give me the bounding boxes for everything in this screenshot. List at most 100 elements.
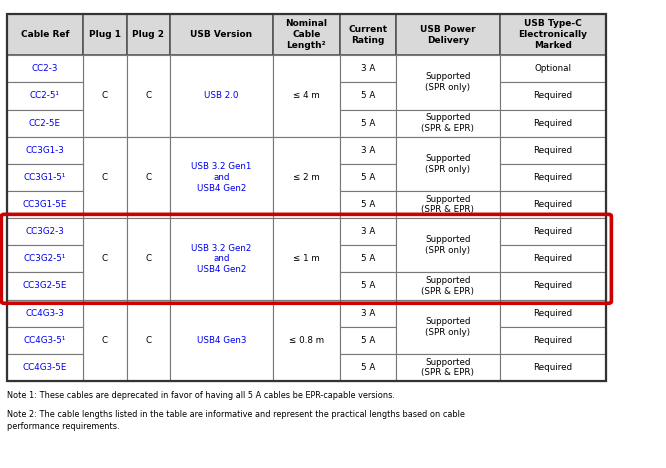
Text: USB Version: USB Version [190,30,252,39]
Bar [340,55,396,82]
Bar [7,245,83,272]
Bar [500,327,606,354]
Text: CC4G3-5E: CC4G3-5E [23,363,67,372]
Bar [170,218,273,300]
Bar [7,191,83,218]
Text: USB 2.0: USB 2.0 [204,91,238,101]
Text: Cable Ref: Cable Ref [21,30,69,39]
Bar [500,137,606,164]
Text: C: C [145,336,151,345]
Bar [340,191,396,218]
Text: 5 A: 5 A [361,200,375,209]
Bar [170,55,273,137]
Bar [396,191,500,218]
Text: CC2-5E: CC2-5E [29,118,61,128]
Text: Supported
(SPR only): Supported (SPR only) [425,73,471,92]
Bar [127,55,170,137]
Bar [83,137,127,218]
Bar [127,137,170,218]
Text: Optional: Optional [534,64,571,73]
Bar [7,14,83,55]
Bar [127,300,170,381]
Bar [500,82,606,110]
Bar [7,218,83,245]
Bar [396,55,500,110]
Bar [340,327,396,354]
Text: Required: Required [533,146,572,155]
Bar [396,300,500,354]
Text: Supported
(SPR only): Supported (SPR only) [425,154,471,174]
Text: CC3G2-5¹: CC3G2-5¹ [24,254,66,263]
Bar [340,272,396,300]
Bar [500,191,606,218]
Bar [396,14,500,55]
Text: C: C [102,173,108,182]
Bar [7,300,83,327]
Text: Supported
(SPR & EPR): Supported (SPR & EPR) [422,276,474,296]
Text: Required: Required [533,173,572,182]
Text: 5 A: 5 A [361,254,375,263]
Bar [83,218,127,300]
Text: C: C [102,336,108,345]
Bar [83,300,127,381]
Bar [500,272,606,300]
Bar [340,300,396,327]
Text: 3 A: 3 A [361,308,375,318]
Text: 3 A: 3 A [361,227,375,236]
Text: CC3G1-5¹: CC3G1-5¹ [24,173,66,182]
Bar [340,245,396,272]
Text: 3 A: 3 A [361,146,375,155]
Text: Required: Required [533,118,572,128]
Text: Required: Required [533,336,572,345]
Bar [7,164,83,191]
Text: Required: Required [533,254,572,263]
Bar [7,110,83,137]
Bar [273,55,340,137]
Text: USB 3.2 Gen2
and
USB4 Gen2: USB 3.2 Gen2 and USB4 Gen2 [191,243,252,274]
Text: Plug 2: Plug 2 [132,30,165,39]
Bar [7,327,83,354]
Text: Supported
(SPR only): Supported (SPR only) [425,235,471,255]
Bar [396,218,500,272]
Bar [127,14,170,55]
Text: CC3G2-3: CC3G2-3 [25,227,65,236]
Bar [273,218,340,300]
Bar [170,137,273,218]
Text: ≤ 2 m: ≤ 2 m [293,173,320,182]
Bar [7,354,83,381]
Bar [396,137,500,191]
Text: Supported
(SPR & EPR): Supported (SPR & EPR) [422,358,474,377]
Text: ≤ 4 m: ≤ 4 m [293,91,320,101]
Bar [7,137,83,164]
Bar [396,110,500,137]
Bar [396,354,500,381]
Text: Required: Required [533,281,572,291]
Text: CC4G3-5¹: CC4G3-5¹ [24,336,66,345]
Text: Note 1: These cables are deprecated in favor of having all 5 A cables be EPR-cap: Note 1: These cables are deprecated in f… [7,391,394,400]
Bar [273,137,340,218]
Text: 3 A: 3 A [361,64,375,73]
Bar [170,14,273,55]
Text: Required: Required [533,308,572,318]
Bar [500,245,606,272]
Bar [340,164,396,191]
Text: CC3G1-5E: CC3G1-5E [23,200,67,209]
Text: Supported
(SPR & EPR): Supported (SPR & EPR) [422,113,474,133]
Bar [500,164,606,191]
Bar [500,218,606,245]
Text: USB Type-C
Electronically
Marked: USB Type-C Electronically Marked [518,19,587,50]
Bar [500,55,606,82]
Text: Note 2: The cable lengths listed in the table are informative and represent the : Note 2: The cable lengths listed in the … [7,410,465,431]
Text: CC2-5¹: CC2-5¹ [30,91,60,101]
Bar [273,14,340,55]
Bar [83,14,127,55]
Text: C: C [145,173,151,182]
Bar [500,110,606,137]
Text: 5 A: 5 A [361,173,375,182]
Bar [340,82,396,110]
Text: USB Power
Delivery: USB Power Delivery [420,25,476,44]
Bar [83,55,127,137]
Text: Required: Required [533,363,572,372]
Text: 5 A: 5 A [361,281,375,291]
Text: ≤ 1 m: ≤ 1 m [293,254,320,263]
